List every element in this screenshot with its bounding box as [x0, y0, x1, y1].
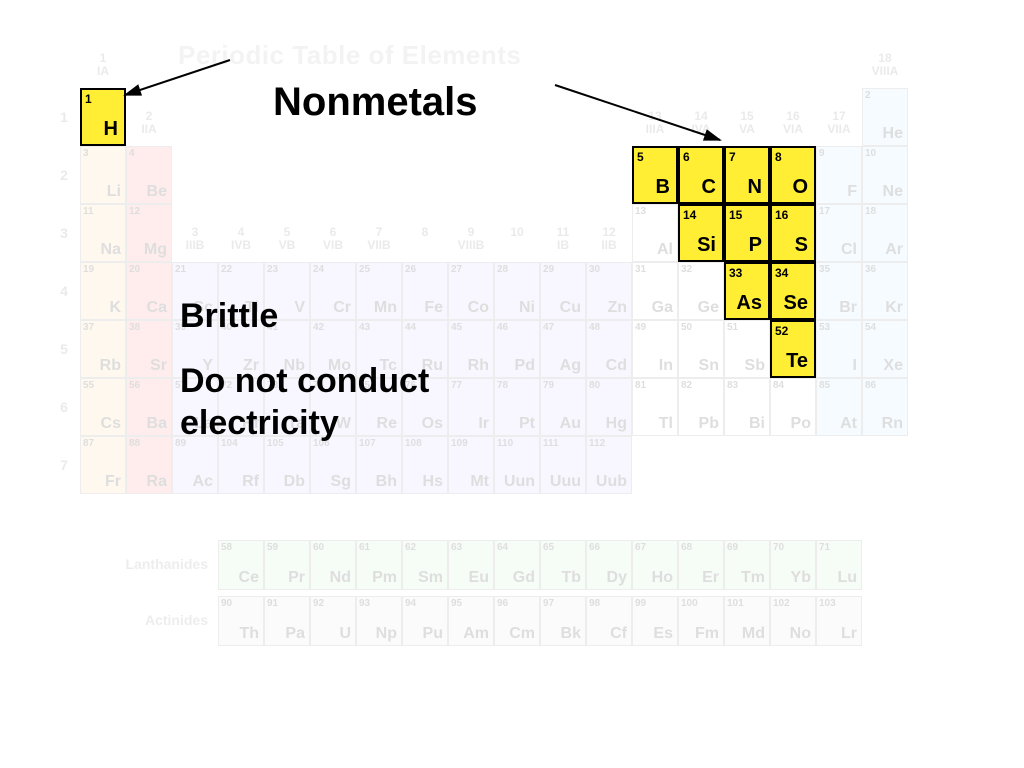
pointer-arrows	[0, 0, 1024, 768]
arrow-line	[555, 85, 720, 140]
arrow-line	[125, 60, 230, 95]
